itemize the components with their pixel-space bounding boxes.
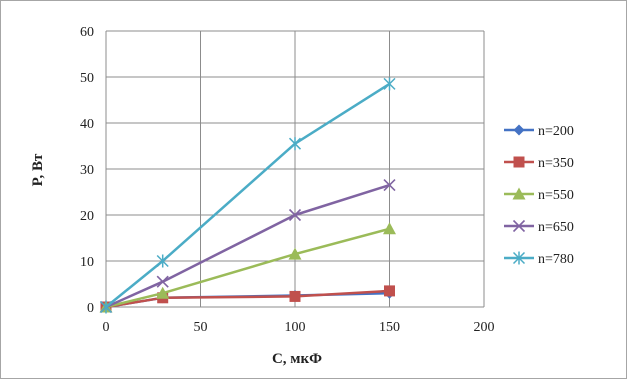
- series-line: [105, 289, 390, 309]
- y-tick-label: 50: [80, 71, 94, 86]
- series-n-550: [99, 222, 396, 313]
- data-point: [288, 208, 302, 222]
- data-point: [156, 254, 169, 268]
- series-line: [105, 227, 390, 309]
- data-point: [513, 156, 525, 168]
- y-tick-label: 30: [80, 163, 94, 178]
- data-point: [512, 251, 526, 265]
- x-tick-label: 0: [103, 320, 110, 335]
- y-tick-label: 40: [80, 117, 94, 132]
- legend-label: n=200: [538, 124, 574, 139]
- x-tick-label: 200: [474, 320, 495, 335]
- data-point: [383, 222, 396, 235]
- x-tick-label: 100: [285, 320, 306, 335]
- y-tick-label: 0: [87, 301, 94, 316]
- legend-label: n=550: [538, 188, 574, 203]
- data-point: [288, 247, 302, 260]
- series-n-780: [99, 77, 396, 314]
- data-point: [156, 275, 169, 288]
- legend-entry: n=200: [504, 124, 574, 139]
- data-point: [156, 286, 170, 299]
- legend: n=200 n=350 n=550 n=650 n=780: [504, 124, 574, 267]
- legend-entry: n=780: [504, 251, 574, 267]
- data-point: [288, 137, 302, 151]
- x-axis-title: C, мкФ: [272, 351, 322, 367]
- data-point: [512, 219, 526, 233]
- data-point: [513, 124, 525, 136]
- x-tick-label: 50: [194, 320, 208, 335]
- y-tick-label: 60: [80, 25, 94, 40]
- data-point: [289, 290, 301, 302]
- axes: [105, 31, 484, 308]
- series-group: [99, 77, 396, 314]
- data-point: [99, 300, 113, 314]
- legend-entry: n=550: [504, 187, 574, 203]
- data-point: [383, 77, 396, 91]
- y-tick-label: 20: [80, 209, 94, 224]
- legend-label: n=350: [538, 156, 574, 171]
- y-axis-title: P, Вт: [30, 153, 46, 186]
- legend-entry: n=650: [504, 219, 574, 235]
- legend-label: n=780: [538, 252, 574, 267]
- data-point: [512, 187, 526, 200]
- series-line: [105, 183, 390, 309]
- data-point: [383, 179, 396, 192]
- x-tick-label: 150: [379, 320, 400, 335]
- series-line: [105, 82, 391, 308]
- tick-labels: 0 10 20 30 40 50 60 0 50 100 150 200: [80, 25, 495, 335]
- grid-lines: [106, 30, 485, 307]
- data-point: [384, 285, 395, 297]
- legend-label: n=650: [538, 220, 574, 235]
- y-tick-label: 10: [80, 255, 94, 270]
- legend-entry: n=350: [504, 156, 574, 171]
